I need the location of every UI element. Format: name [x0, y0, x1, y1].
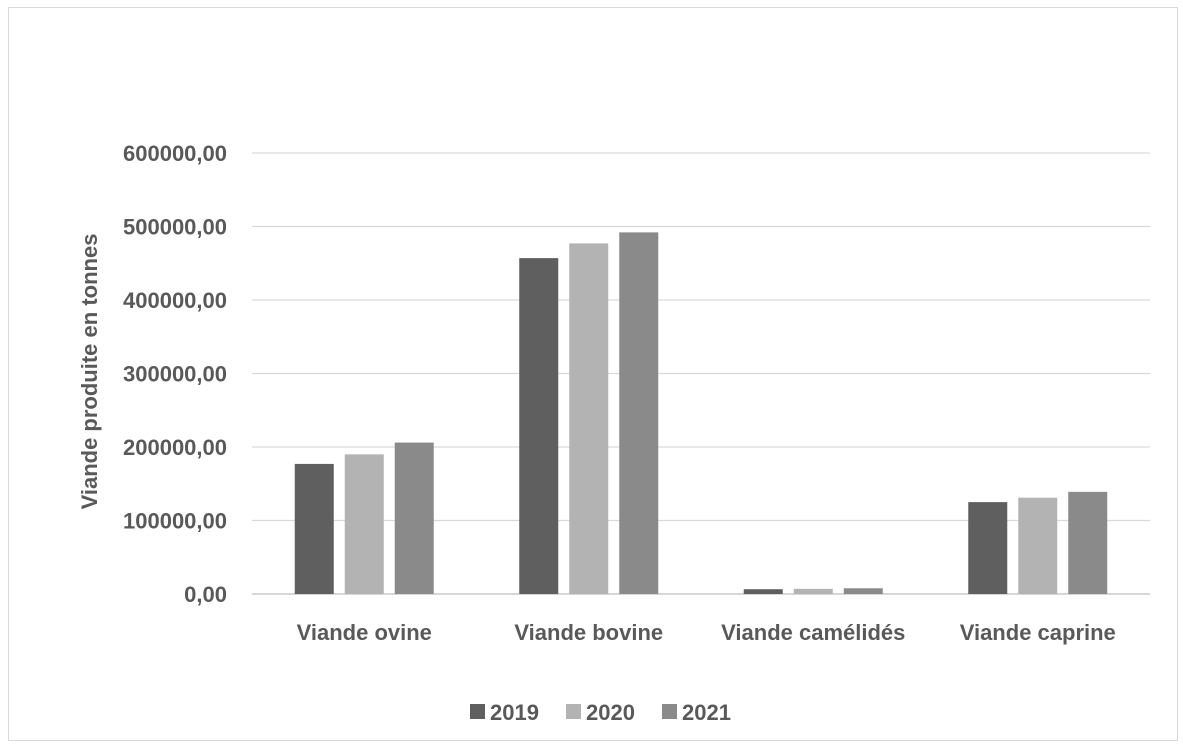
x-tick-label: Viande bovine	[514, 620, 663, 645]
bar-2020-0	[344, 454, 384, 594]
bar-2020-3	[1018, 497, 1058, 594]
x-tick-label: Viande camélidés	[721, 620, 905, 645]
gridlines	[252, 152, 1150, 595]
bar-2019-0	[294, 463, 334, 594]
x-tick-label: Viande caprine	[960, 620, 1116, 645]
x-tick-labels: Viande ovine Viande bovine Viande camélidé…	[297, 620, 1116, 645]
y-tick-label: 500000,00	[123, 215, 227, 240]
y-tick-label: 100000,00	[123, 509, 227, 534]
y-tick-label: 200000,00	[123, 435, 227, 460]
y-tick-label: 600000,00	[123, 141, 227, 166]
bar-2021-3	[1068, 491, 1108, 594]
y-tick-label: 0,00	[184, 582, 227, 607]
y-axis-title: Viande produite en tonnes	[77, 234, 102, 510]
legend-label-2021: 2021	[682, 700, 731, 725]
bar-2021-0	[394, 442, 434, 594]
bar-2021-1	[619, 232, 659, 594]
legend-swatch-2019	[470, 704, 485, 719]
bars	[294, 232, 1108, 594]
bar-2019-2	[743, 589, 783, 594]
legend-label-2019: 2019	[490, 700, 539, 725]
y-tick-labels: 0,00 100000,00 200000,00 300000,00 400000,00…	[123, 141, 227, 607]
bar-2020-2	[793, 588, 833, 594]
legend-swatch-2021	[662, 704, 677, 719]
legend: 2019 2020 2021	[470, 700, 731, 725]
bar-2020-1	[569, 243, 609, 594]
x-tick-label: Viande ovine	[297, 620, 432, 645]
bar-2019-3	[968, 502, 1008, 594]
legend-label-2020: 2020	[586, 700, 635, 725]
bar-2019-1	[519, 258, 559, 594]
bar-2021-2	[843, 588, 883, 594]
y-tick-label: 300000,00	[123, 362, 227, 387]
legend-swatch-2020	[566, 704, 581, 719]
y-tick-label: 400000,00	[123, 288, 227, 313]
